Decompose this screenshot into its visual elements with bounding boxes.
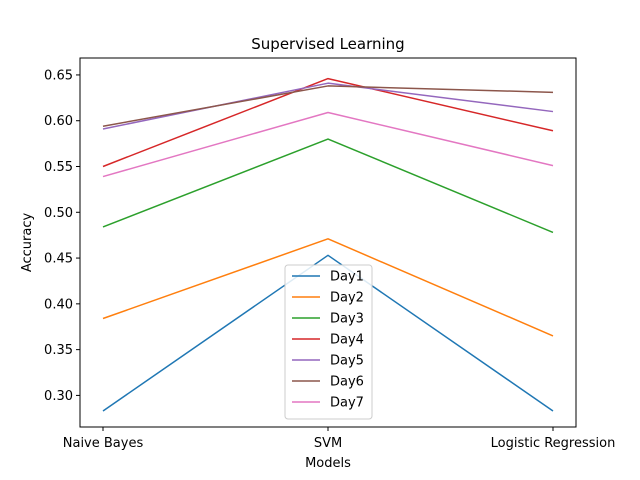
y-tick-label: 0.35 [44, 343, 73, 358]
y-tick-label: 0.65 [44, 68, 73, 83]
legend-label-day2: Day2 [330, 291, 364, 306]
x-tick-label: Logistic Regression [491, 436, 616, 451]
legend: Day1 Day2 Day3 Day4 Day5 Day6 Day7 [284, 264, 373, 420]
y-axis-label: Accuracy [20, 213, 35, 273]
legend-label-day6: Day6 [330, 375, 364, 390]
series-line-day7 [102, 111, 554, 178]
legend-label-day5: Day5 [330, 354, 364, 369]
legend-label-day4: Day4 [330, 333, 364, 348]
series-line-day5 [102, 82, 554, 130]
series-line-day4 [102, 77, 554, 168]
x-axis: Naive Bayes SVM Logistic Regression [63, 427, 616, 451]
y-tick-label: 0.60 [44, 114, 73, 129]
x-axis-label: Models [305, 456, 351, 471]
series-line-day6 [102, 85, 554, 127]
y-tick-label: 0.55 [44, 160, 73, 175]
series-line-day1 [102, 254, 554, 412]
y-tick-label: 0.45 [44, 252, 73, 267]
y-tick-label: 0.30 [44, 389, 73, 404]
plot-lines [102, 77, 554, 412]
y-tick-label: 0.40 [44, 297, 73, 312]
y-tick-label: 0.50 [44, 206, 73, 221]
x-tick-label: Naive Bayes [63, 436, 144, 451]
series-line-day2 [102, 238, 554, 337]
legend-label-day1: Day1 [330, 270, 364, 285]
chart-title: Supervised Learning [251, 35, 404, 53]
legend-label-day3: Day3 [330, 312, 364, 327]
series-line-day3 [102, 138, 554, 234]
legend-label-day7: Day7 [330, 396, 364, 411]
x-tick-label: SVM [314, 436, 342, 451]
y-axis: 0.30 0.35 0.40 0.45 0.50 0.55 0.60 0.65 [44, 68, 80, 404]
